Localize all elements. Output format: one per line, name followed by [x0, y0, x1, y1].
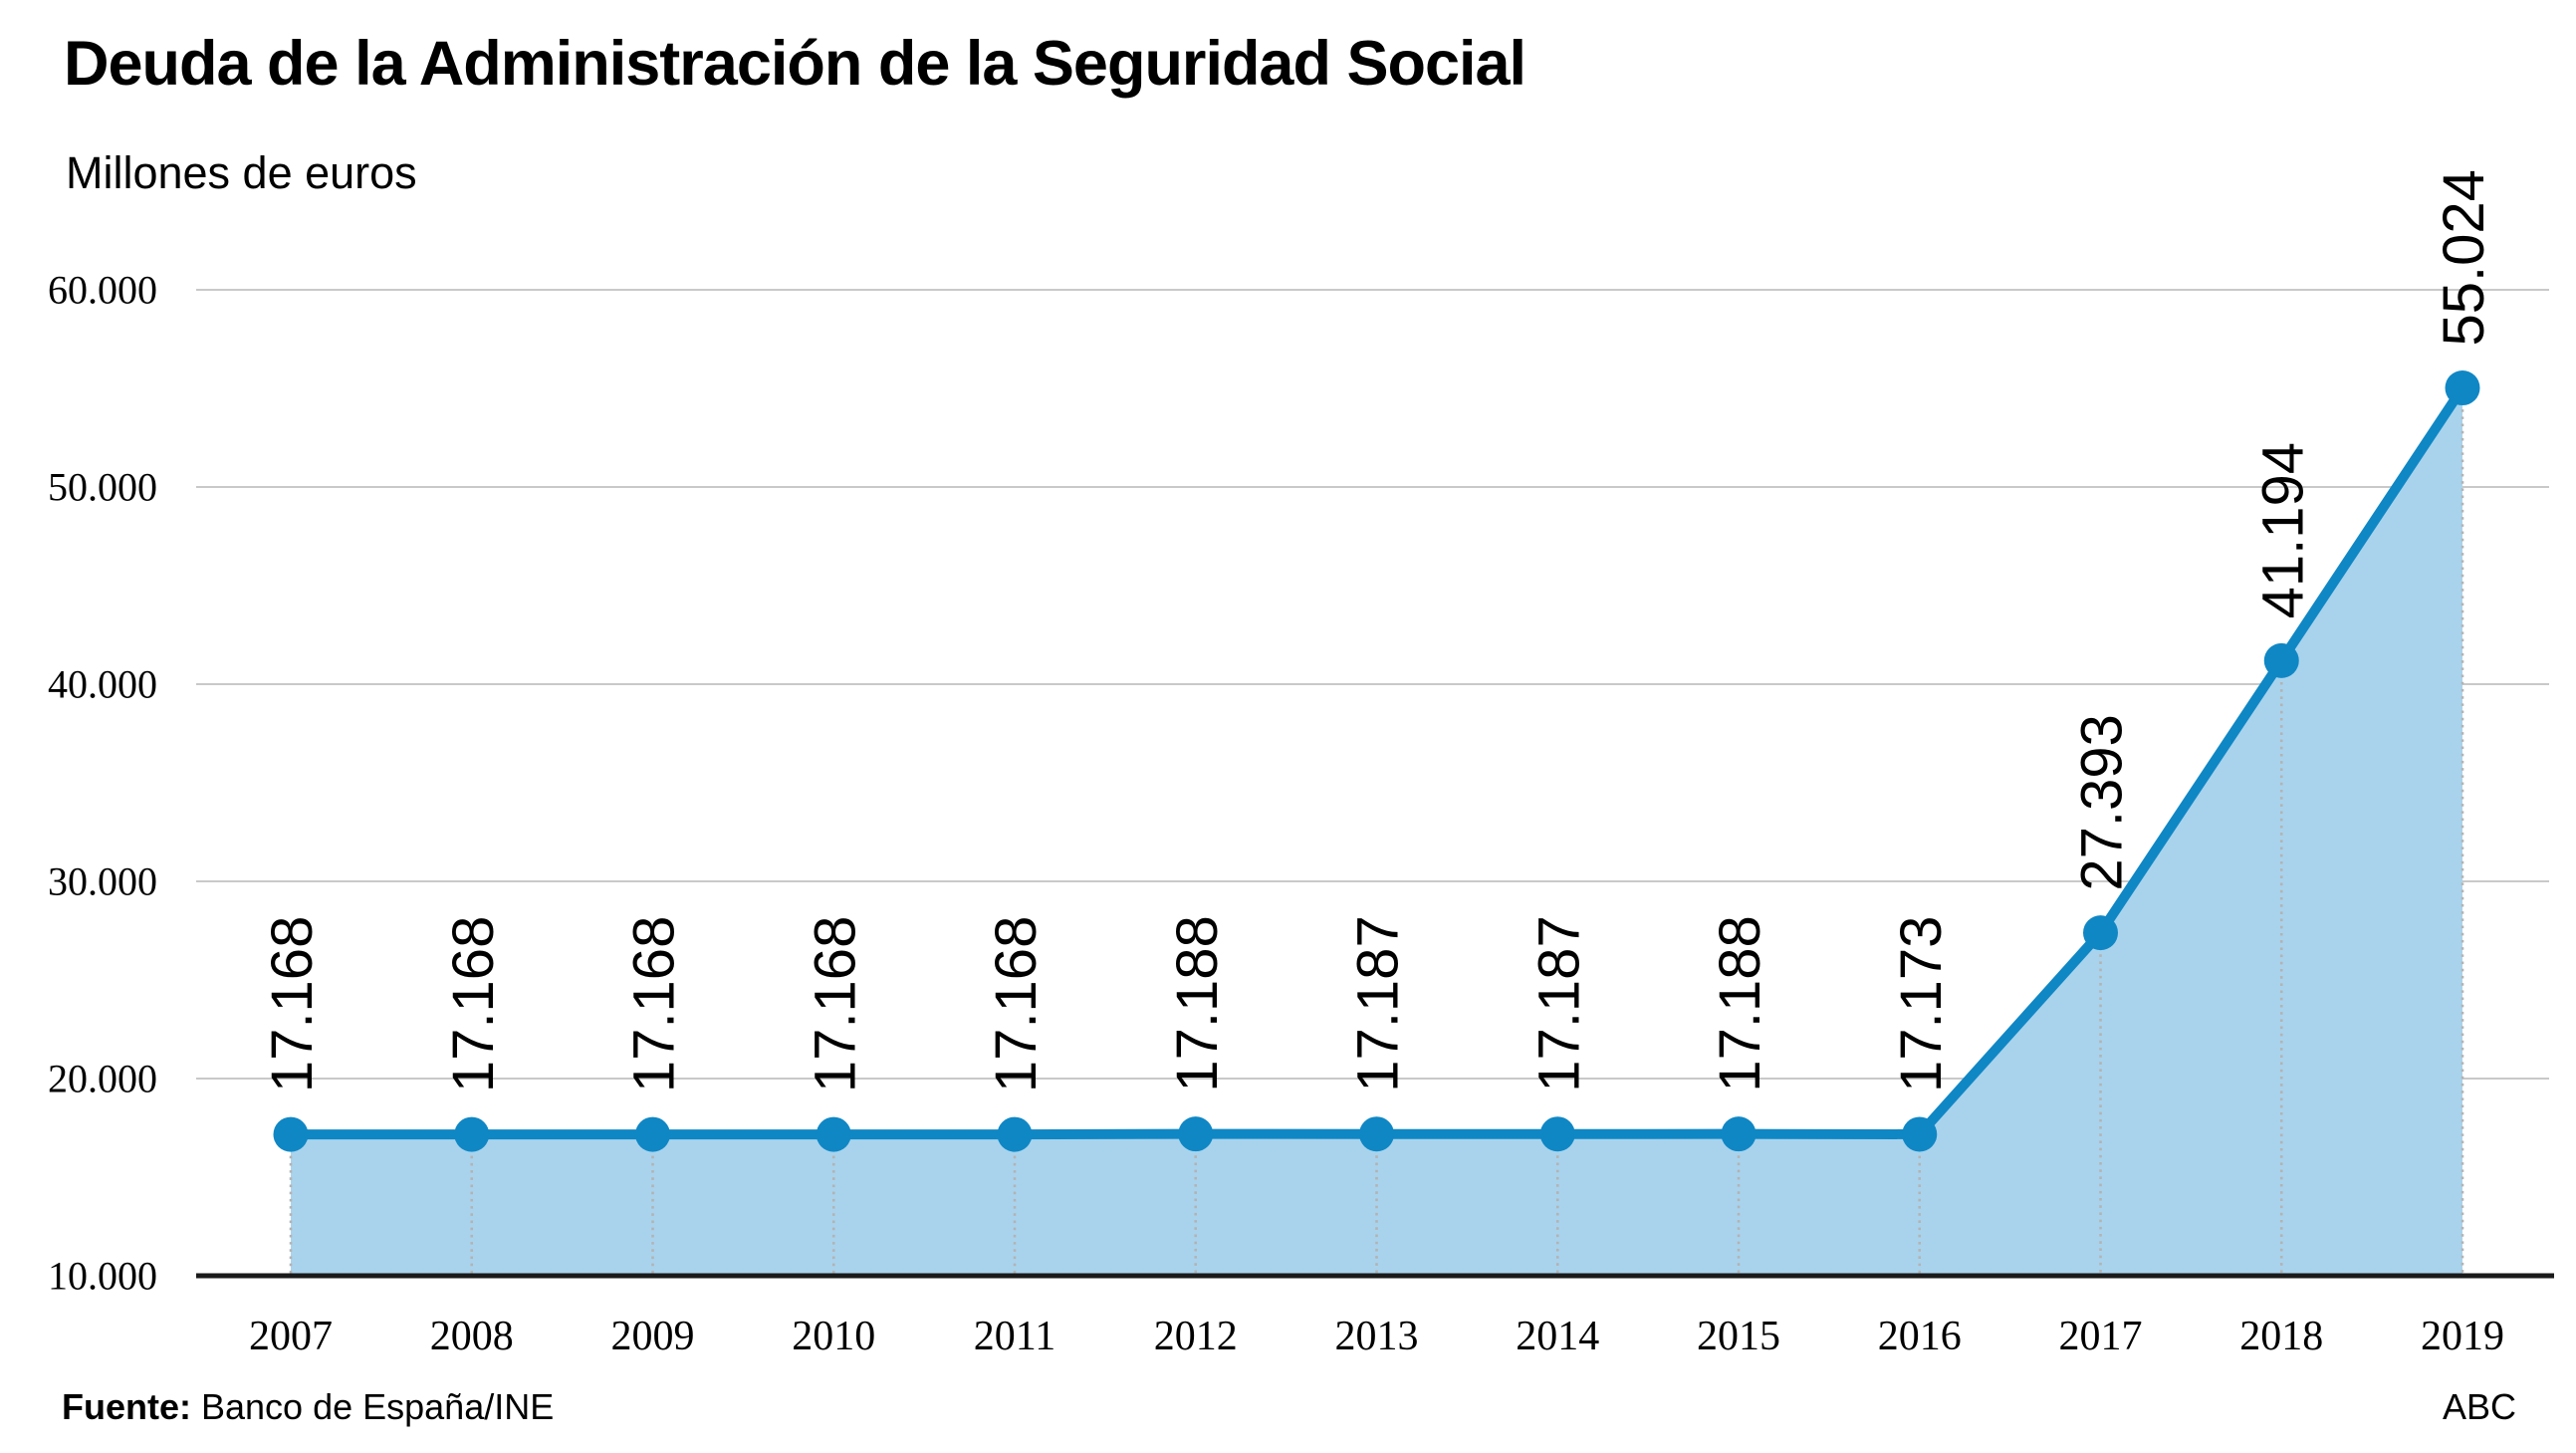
x-tick-label: 2014 — [1516, 1314, 1599, 1359]
data-point-marker — [635, 1116, 670, 1152]
x-tick-label: 2013 — [1335, 1314, 1419, 1359]
value-label: 27.393 — [2070, 714, 2135, 890]
data-point-marker — [1539, 1116, 1575, 1152]
value-label: 17.188 — [1165, 915, 1230, 1091]
data-point-marker — [1359, 1116, 1394, 1152]
x-tick-label: 2019 — [2421, 1314, 2504, 1359]
value-label: 17.168 — [441, 916, 506, 1092]
x-tick-label: 2008 — [430, 1314, 514, 1359]
y-tick-label: 30.000 — [48, 859, 157, 904]
source-text: Banco de España/INE — [191, 1386, 555, 1427]
credit-abc: ABC — [2442, 1386, 2516, 1427]
data-point-marker — [2445, 370, 2480, 406]
chart-title: Deuda de la Administración de la Segurid… — [64, 29, 1526, 99]
value-label: 17.173 — [1889, 916, 1954, 1092]
source-note: Fuente: Banco de España/INE — [62, 1386, 554, 1428]
value-label: 55.024 — [2432, 169, 2496, 346]
value-label: 17.187 — [1346, 915, 1411, 1091]
data-point-marker — [1178, 1116, 1214, 1152]
x-tick-label: 2010 — [792, 1314, 875, 1359]
y-tick-label: 40.000 — [48, 662, 157, 707]
data-point-marker — [2083, 915, 2118, 951]
value-label: 17.168 — [622, 916, 687, 1092]
data-point-marker — [1902, 1116, 1938, 1152]
value-label: 41.194 — [2250, 442, 2315, 618]
x-tick-label: 2012 — [1154, 1314, 1238, 1359]
data-point-marker — [816, 1116, 851, 1152]
x-tick-label: 2016 — [1878, 1314, 1962, 1359]
chart-subtitle: Millones de euros — [66, 147, 417, 198]
x-tick-label: 2011 — [974, 1314, 1055, 1359]
value-label: 17.168 — [260, 916, 325, 1092]
data-point-marker — [997, 1116, 1033, 1152]
x-tick-label: 2007 — [249, 1314, 333, 1359]
value-label: 17.168 — [984, 916, 1049, 1092]
x-tick-label: 2018 — [2239, 1314, 2323, 1359]
value-label: 17.168 — [803, 916, 867, 1092]
x-tick-label: 2015 — [1697, 1314, 1780, 1359]
data-point-marker — [2263, 642, 2299, 678]
value-label: 17.188 — [1708, 915, 1772, 1091]
y-tick-label: 60.000 — [48, 268, 157, 313]
source-label: Fuente: — [62, 1386, 191, 1427]
data-point-marker — [273, 1116, 309, 1152]
value-label: 17.187 — [1526, 915, 1591, 1091]
y-tick-label: 10.000 — [48, 1254, 157, 1299]
x-tick-label: 2009 — [611, 1314, 695, 1359]
area-fill — [291, 387, 2462, 1277]
x-tick-label: 2017 — [2059, 1314, 2143, 1359]
y-tick-label: 20.000 — [48, 1057, 157, 1101]
y-tick-label: 50.000 — [48, 465, 157, 510]
data-point-marker — [1721, 1116, 1756, 1152]
data-point-marker — [454, 1116, 490, 1152]
